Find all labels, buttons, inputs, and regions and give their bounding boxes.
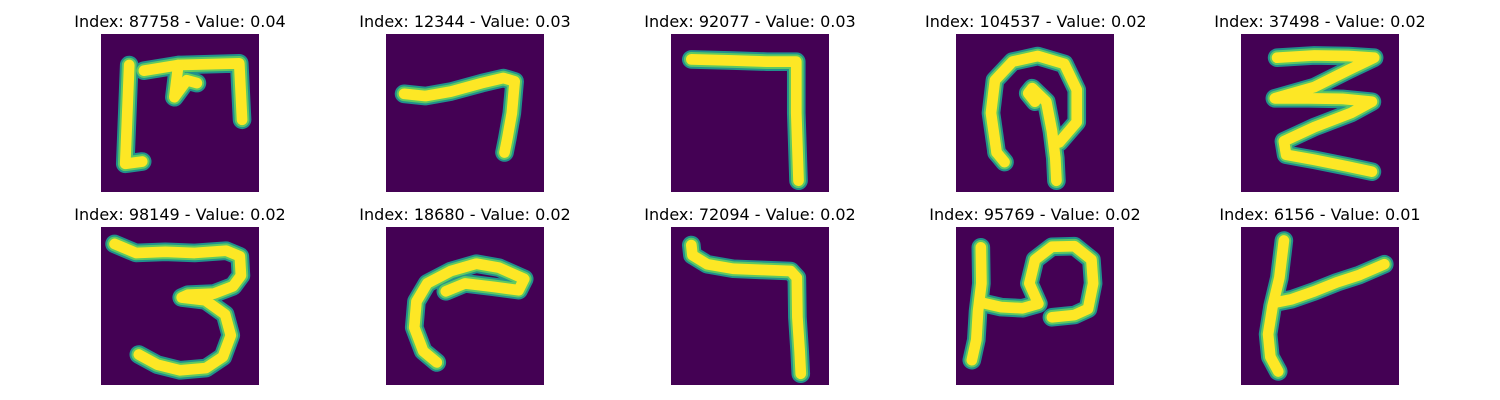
stroke-segment	[985, 50, 1083, 158]
panel-0: Index: 87758 - Value: 0.04	[70, 12, 290, 192]
panel-title: Index: 92077 - Value: 0.03	[644, 12, 856, 31]
stroke-segment	[398, 72, 521, 158]
character-image	[101, 34, 259, 192]
panel-7: Index: 72094 - Value: 0.02	[640, 205, 860, 385]
stroke-segment	[119, 59, 148, 170]
panel-6: Index: 18680 - Value: 0.02	[355, 205, 575, 385]
panel-title: Index: 37498 - Value: 0.02	[1214, 12, 1426, 31]
character-image	[671, 227, 829, 385]
handwritten-stroke	[394, 68, 524, 162]
handwritten-stroke	[115, 54, 252, 174]
stroke-segment	[966, 241, 987, 366]
stroke-segment	[109, 238, 247, 376]
stroke-segment	[408, 258, 530, 368]
handwritten-stroke	[981, 46, 1087, 191]
panel-title: Index: 18680 - Value: 0.02	[359, 205, 571, 224]
stroke-segment	[1262, 235, 1290, 377]
panel-title: Index: 72094 - Value: 0.02	[644, 205, 856, 224]
handwritten-stroke	[962, 236, 1103, 370]
panel-1: Index: 12344 - Value: 0.03	[355, 12, 575, 192]
stroke-segment	[685, 239, 807, 380]
handwritten-stroke	[682, 50, 808, 191]
panel-8: Index: 95769 - Value: 0.02	[925, 205, 1145, 385]
panel-2: Index: 92077 - Value: 0.03	[640, 12, 860, 192]
panel-title: Index: 98149 - Value: 0.02	[74, 205, 286, 224]
panel-title: Index: 6156 - Value: 0.01	[1219, 205, 1421, 224]
character-image	[386, 227, 544, 385]
character-image	[956, 227, 1114, 385]
panel-5: Index: 98149 - Value: 0.02	[70, 205, 290, 385]
character-image	[1241, 34, 1399, 192]
panel-9: Index: 6156 - Value: 0.01	[1210, 205, 1430, 385]
character-image	[101, 227, 259, 385]
stroke-segment	[1022, 82, 1062, 187]
panel-4: Index: 37498 - Value: 0.02	[1210, 12, 1430, 192]
panel-3: Index: 104537 - Value: 0.02	[925, 12, 1147, 192]
panel-title: Index: 12344 - Value: 0.03	[359, 12, 571, 31]
character-image	[956, 34, 1114, 192]
stroke-segment	[991, 147, 1010, 168]
stroke-segment	[685, 54, 804, 187]
stroke-segment	[976, 240, 1099, 323]
stroke-segment	[1269, 258, 1390, 308]
character-image	[386, 34, 544, 192]
stroke-segment	[138, 57, 248, 126]
handwritten-stroke	[682, 235, 811, 384]
character-image	[1241, 227, 1399, 385]
character-image	[671, 34, 829, 192]
stroke-segment	[168, 59, 203, 103]
panel-title: Index: 104537 - Value: 0.02	[925, 12, 1147, 31]
handwritten-stroke	[404, 254, 534, 372]
handwritten-stroke	[105, 234, 251, 380]
handwritten-stroke	[1258, 231, 1394, 381]
stroke-segment	[1269, 50, 1380, 178]
panel-title: Index: 87758 - Value: 0.04	[74, 12, 286, 31]
panel-title: Index: 95769 - Value: 0.02	[929, 205, 1141, 224]
handwritten-stroke	[1265, 46, 1384, 181]
